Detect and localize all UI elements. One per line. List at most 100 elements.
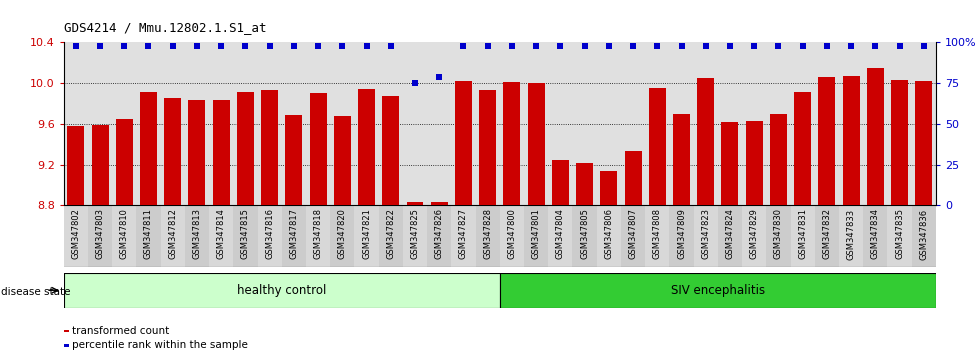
Text: percentile rank within the sample: percentile rank within the sample (72, 340, 247, 350)
Text: healthy control: healthy control (237, 284, 326, 297)
Text: GSM347816: GSM347816 (266, 209, 274, 259)
Bar (475, 205, 500, 267)
Text: GSM347829: GSM347829 (750, 209, 759, 259)
Bar (455, 81, 472, 205)
Bar (285, 115, 303, 205)
Bar (548, 205, 572, 267)
Bar (888, 205, 911, 267)
Bar (601, 171, 617, 205)
Text: GSM347834: GSM347834 (871, 209, 880, 259)
Bar (891, 80, 908, 205)
Bar (233, 205, 258, 267)
Text: GDS4214 / Mmu.12802.1.S1_at: GDS4214 / Mmu.12802.1.S1_at (64, 21, 267, 34)
Bar (673, 114, 690, 205)
Bar (282, 205, 306, 267)
Text: GSM347830: GSM347830 (774, 209, 783, 259)
Text: GSM347826: GSM347826 (435, 209, 444, 259)
Text: GSM347809: GSM347809 (677, 209, 686, 259)
Bar (694, 205, 717, 267)
Text: GSM347812: GSM347812 (169, 209, 177, 259)
Bar (500, 273, 936, 308)
Bar (188, 101, 206, 205)
Bar (213, 101, 229, 205)
Text: GSM347836: GSM347836 (919, 209, 928, 259)
Text: GSM347822: GSM347822 (386, 209, 395, 259)
Bar (261, 90, 278, 205)
Bar (403, 205, 427, 267)
Bar (88, 205, 112, 267)
Text: SIV encephalitis: SIV encephalitis (670, 284, 765, 297)
Bar (814, 205, 839, 267)
Bar (572, 205, 597, 267)
Text: GSM347811: GSM347811 (144, 209, 153, 259)
Bar (843, 76, 859, 205)
Bar (358, 89, 375, 205)
Text: GSM347818: GSM347818 (314, 209, 322, 259)
Bar (310, 93, 326, 205)
Bar (136, 205, 161, 267)
Bar (237, 92, 254, 205)
Text: GSM347805: GSM347805 (580, 209, 589, 259)
Bar (258, 205, 282, 267)
Bar (378, 205, 403, 267)
Bar (721, 122, 739, 205)
Text: GSM347824: GSM347824 (725, 209, 734, 259)
Bar (867, 68, 884, 205)
Bar (746, 121, 762, 205)
Bar (185, 205, 209, 267)
Text: GSM347832: GSM347832 (822, 209, 831, 259)
Bar (330, 205, 355, 267)
Text: GSM347801: GSM347801 (531, 209, 541, 259)
Text: GSM347821: GSM347821 (362, 209, 371, 259)
Bar (407, 202, 423, 205)
Text: GSM347813: GSM347813 (192, 209, 202, 259)
Bar (427, 205, 452, 267)
Text: GSM347815: GSM347815 (241, 209, 250, 259)
Bar (334, 116, 351, 205)
Bar (524, 205, 548, 267)
Bar (452, 205, 475, 267)
Bar (64, 205, 88, 267)
Bar (717, 205, 742, 267)
Text: GSM347800: GSM347800 (508, 209, 516, 259)
Bar (431, 202, 448, 205)
Text: GSM347814: GSM347814 (217, 209, 225, 259)
Bar (68, 126, 84, 205)
Bar (766, 205, 791, 267)
Bar (770, 114, 787, 205)
Bar (624, 152, 642, 205)
Bar (64, 273, 500, 308)
Bar (91, 125, 109, 205)
Bar (527, 83, 545, 205)
Text: GSM347827: GSM347827 (459, 209, 468, 259)
Bar (621, 205, 645, 267)
Bar (915, 81, 932, 205)
Text: GSM347803: GSM347803 (95, 209, 105, 259)
Bar (165, 98, 181, 205)
Bar (140, 92, 157, 205)
Bar (116, 119, 132, 205)
Text: GSM347823: GSM347823 (702, 209, 710, 259)
Bar (504, 82, 520, 205)
Text: transformed count: transformed count (72, 326, 169, 336)
Bar (911, 205, 936, 267)
Text: GSM347831: GSM347831 (798, 209, 808, 259)
Bar (649, 88, 665, 205)
Text: GSM347835: GSM347835 (895, 209, 905, 259)
Bar (355, 205, 378, 267)
Text: GSM347820: GSM347820 (338, 209, 347, 259)
Text: GSM347828: GSM347828 (483, 209, 492, 259)
Text: GSM347808: GSM347808 (653, 209, 662, 259)
Bar (791, 205, 814, 267)
Bar (161, 205, 185, 267)
Text: GSM347833: GSM347833 (847, 209, 856, 259)
Bar (552, 160, 568, 205)
Text: GSM347817: GSM347817 (289, 209, 298, 259)
Text: GSM347825: GSM347825 (411, 209, 419, 259)
Bar (818, 77, 835, 205)
Bar (863, 205, 888, 267)
Bar (209, 205, 233, 267)
Text: GSM347806: GSM347806 (605, 209, 613, 259)
Text: disease state: disease state (1, 287, 71, 297)
Bar (576, 162, 593, 205)
